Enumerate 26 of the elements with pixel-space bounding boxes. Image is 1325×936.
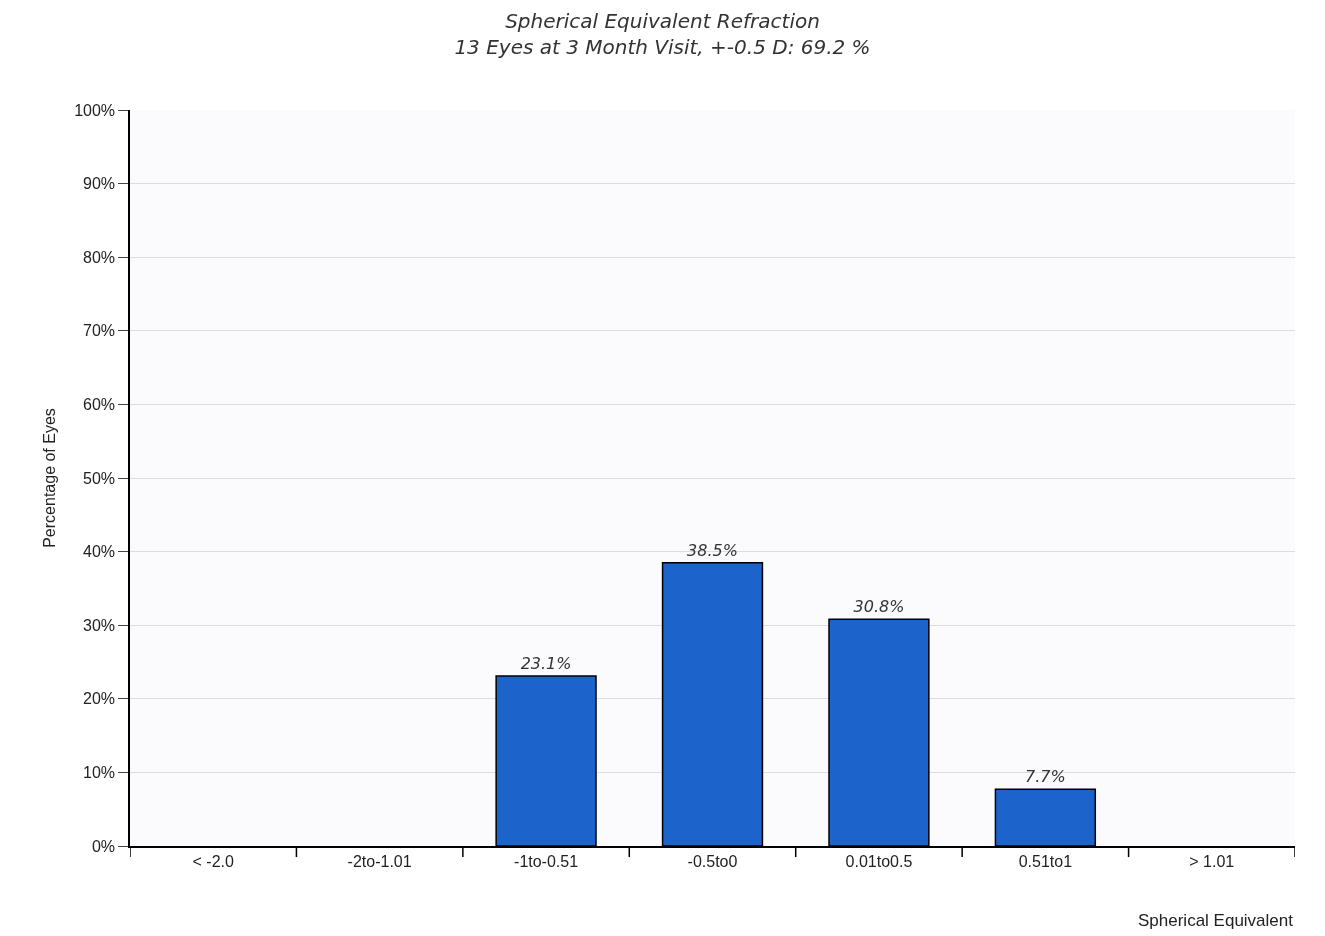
y-tick-label: 40%: [83, 543, 116, 561]
x-axis-title: Spherical Equivalent: [1138, 911, 1294, 930]
y-tick-label: 90%: [83, 175, 116, 193]
y-axis-title: Percentage of Eyes: [40, 408, 58, 548]
chart-subtitle: 13 Eyes at 3 Month Visit, +-0.5 D: 69.2 %: [454, 35, 871, 60]
x-tick-label: -2to-1.01: [347, 852, 412, 870]
x-tick-label: > 1.01: [1189, 852, 1235, 870]
y-tick-label: 0%: [91, 837, 116, 855]
y-tick-label: 20%: [83, 690, 116, 708]
y-tick-label: 10%: [83, 764, 116, 781]
data-label: 7.7%: [1025, 767, 1066, 787]
y-tick-label: 60%: [83, 396, 116, 413]
y-tick-label: 80%: [83, 248, 116, 266]
x-tick-label: -0.5to0: [687, 852, 738, 870]
x-tick-label: -1to-0.51: [514, 852, 579, 870]
data-label: 38.5%: [687, 540, 738, 560]
data-label: 30.8%: [853, 597, 905, 617]
y-tick-label: 70%: [83, 322, 116, 340]
y-tick-label: 100%: [74, 101, 116, 119]
x-tick-label: 0.01to0.5: [845, 852, 913, 870]
chart-title: Spherical Equivalent Refraction: [505, 9, 820, 34]
y-tick-label: 50%: [83, 469, 116, 487]
x-tick-label: 0.51to1: [1018, 852, 1073, 870]
data-label: 23.1%: [520, 653, 572, 673]
y-tick-label: 30%: [83, 616, 116, 634]
x-tick-label: < -2.0: [192, 852, 234, 870]
